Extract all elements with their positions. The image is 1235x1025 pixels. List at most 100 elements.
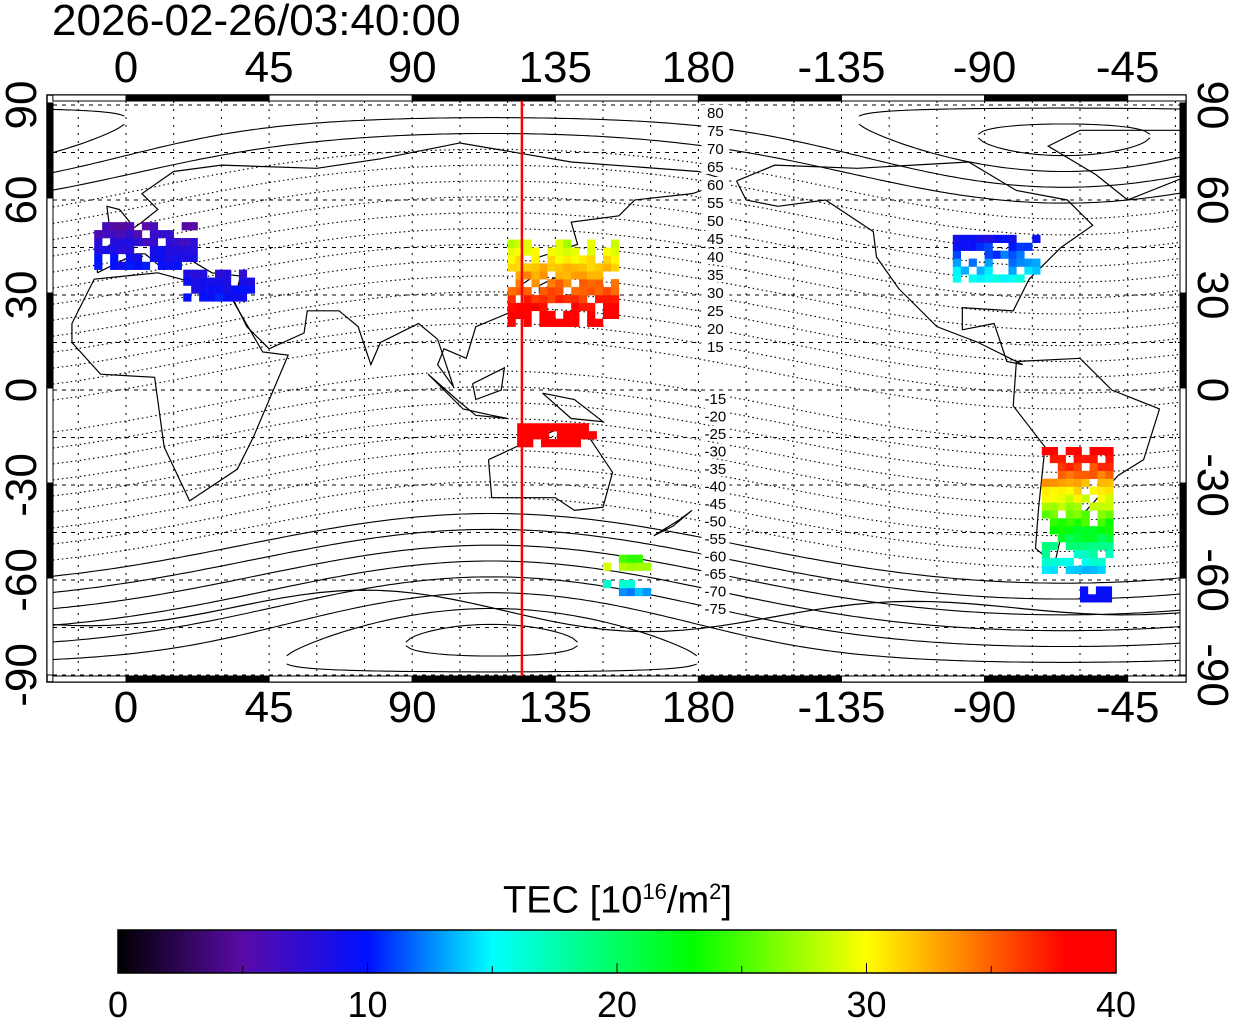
mag-lat-label: 25 bbox=[707, 303, 724, 320]
tec-cell bbox=[634, 587, 643, 597]
tec-cell bbox=[1049, 486, 1058, 495]
tec-cell bbox=[1016, 242, 1025, 251]
colorbar-title: TEC [1016/m2] bbox=[0, 870, 1235, 923]
tec-cell bbox=[610, 294, 620, 304]
tec-cell bbox=[603, 310, 612, 320]
mag-lat-label: 40 bbox=[707, 249, 724, 266]
tec-cell bbox=[1049, 478, 1058, 487]
tec-cell bbox=[1081, 494, 1090, 503]
mag-lat-contour bbox=[53, 307, 1180, 378]
tec-cell bbox=[1097, 447, 1106, 456]
tec-cell bbox=[94, 253, 103, 263]
tec-cell bbox=[571, 271, 580, 280]
colorbar-tick-label: 20 bbox=[596, 984, 638, 1025]
tec-cell bbox=[533, 431, 542, 440]
tec-cell bbox=[1105, 549, 1114, 559]
coastline-antarctica bbox=[53, 589, 1180, 633]
tec-cell bbox=[157, 245, 166, 255]
tec-cell bbox=[515, 271, 524, 280]
tec-cell bbox=[603, 263, 612, 272]
mag-lat-label-bg bbox=[701, 443, 730, 459]
tec-cell bbox=[1097, 510, 1106, 519]
tec-cell bbox=[563, 279, 572, 288]
tec-cell bbox=[1049, 518, 1058, 527]
tec-cell bbox=[525, 431, 534, 440]
tec-cell bbox=[149, 230, 159, 239]
tec-cell bbox=[110, 261, 119, 270]
tec-cell bbox=[1073, 534, 1082, 543]
mag-lat-label: 70 bbox=[707, 141, 724, 158]
tec-cell bbox=[1097, 526, 1106, 535]
mag-lat-contour bbox=[977, 123, 1151, 135]
tec-cell bbox=[1081, 557, 1090, 567]
tec-cell bbox=[1057, 494, 1066, 503]
magnetic-latitude-contours bbox=[53, 107, 1180, 673]
tec-cell bbox=[968, 258, 977, 267]
tec-cell bbox=[1049, 542, 1058, 551]
tec-cell bbox=[165, 230, 174, 239]
tec-cell bbox=[1032, 234, 1041, 244]
mag-lat-label-bg bbox=[701, 461, 730, 476]
tec-cell bbox=[571, 287, 580, 296]
mag-lat-contour bbox=[53, 338, 1180, 410]
tec-cell bbox=[548, 423, 558, 432]
tec-cell bbox=[1081, 534, 1090, 543]
tec-cell bbox=[1095, 594, 1105, 603]
tec-cell bbox=[595, 263, 604, 272]
tec-cell bbox=[1041, 447, 1051, 456]
tec-cell bbox=[181, 245, 190, 255]
tec-cell bbox=[173, 261, 182, 270]
tec-cell bbox=[1073, 542, 1082, 551]
tec-cell bbox=[165, 253, 174, 263]
tec-cell bbox=[1097, 494, 1106, 503]
tec-cell bbox=[157, 253, 166, 263]
mag-lat-label-bg bbox=[701, 513, 730, 529]
tec-cell bbox=[1081, 518, 1090, 527]
tec-cell bbox=[199, 277, 208, 286]
tec-cell bbox=[1105, 478, 1114, 487]
tec-cell bbox=[610, 247, 620, 256]
tec-cell bbox=[1103, 594, 1113, 603]
tec-cell bbox=[571, 294, 580, 304]
tec-cell bbox=[1008, 258, 1017, 267]
tec-cell bbox=[984, 274, 993, 283]
tec-cell bbox=[952, 258, 961, 267]
tec-cell bbox=[1080, 594, 1089, 603]
tec-cell bbox=[1105, 470, 1114, 479]
tec-cell bbox=[1089, 534, 1098, 543]
mag-lat-label-bg bbox=[701, 531, 730, 546]
colorbar-ticks bbox=[242, 963, 992, 973]
tec-cell bbox=[1041, 478, 1051, 487]
tec-cell bbox=[230, 293, 240, 302]
tec-cell bbox=[515, 302, 524, 312]
tec-cell bbox=[587, 287, 596, 296]
tec-cell bbox=[94, 245, 103, 255]
tec-cell bbox=[579, 287, 588, 296]
tec-cell bbox=[563, 263, 572, 272]
mag-lat-label: 45 bbox=[707, 231, 724, 248]
colorbar-title-close: ] bbox=[721, 879, 732, 922]
tec-cell bbox=[1057, 557, 1066, 567]
mag-lat-label-bg bbox=[701, 303, 730, 318]
tec-cell bbox=[571, 318, 580, 327]
tec-cell bbox=[555, 279, 564, 288]
y-tick-label-right: 30 bbox=[1188, 270, 1235, 320]
tec-cell bbox=[141, 261, 151, 270]
coastline bbox=[542, 392, 606, 423]
tec-cell bbox=[555, 263, 564, 272]
tec-cell bbox=[1065, 510, 1074, 519]
tec-cell bbox=[507, 247, 516, 256]
tec-cell bbox=[539, 271, 548, 280]
tec-cell bbox=[1049, 502, 1058, 511]
tec-cell bbox=[1097, 534, 1106, 543]
tec-cell bbox=[984, 234, 993, 244]
tec-cell bbox=[1008, 266, 1017, 275]
tec-cell bbox=[984, 250, 993, 259]
mag-lat-contour bbox=[53, 275, 1180, 347]
tec-cell bbox=[563, 255, 572, 264]
tec-cell bbox=[555, 271, 564, 280]
tec-cell bbox=[1065, 462, 1074, 472]
tec-cell bbox=[1105, 502, 1114, 511]
tec-cell bbox=[181, 237, 190, 247]
tec-cell bbox=[1089, 454, 1098, 464]
